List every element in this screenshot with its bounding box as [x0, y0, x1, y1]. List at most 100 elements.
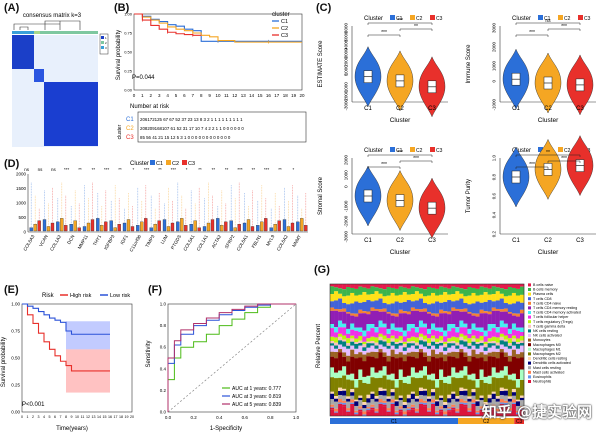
g-bar-segment	[338, 349, 342, 352]
watermark: 知乎 @捷实验网	[482, 401, 592, 422]
b-xtick-label: 17	[274, 93, 280, 98]
g-bar-segment	[496, 352, 500, 358]
g-bar-segment	[354, 296, 358, 302]
panel-f-label: (F)	[148, 284, 162, 296]
b-xtick-label: 9	[208, 93, 211, 98]
g-bar-segment	[370, 352, 374, 357]
g-bar-segment	[338, 334, 342, 337]
c3-ytick-label: -2000	[344, 215, 349, 227]
c1-sig-label: **	[414, 24, 418, 30]
g-bar-segment	[496, 311, 500, 327]
g-bar-segment	[403, 284, 407, 288]
d-box	[47, 226, 50, 231]
c1-xtick-c3: C3	[428, 106, 436, 112]
g-bar-segment	[455, 343, 459, 346]
g-bar-segment	[447, 324, 451, 331]
g-bar-segment	[362, 408, 366, 411]
e-xtick-label: 9	[71, 415, 73, 419]
g-bar-segment	[488, 289, 492, 295]
panel-b-label: (B)	[114, 2, 129, 14]
c4-sig-label: **	[546, 150, 550, 156]
g-bar-segment	[439, 410, 443, 412]
g-bar-segment	[496, 327, 500, 332]
g-bar-segment	[391, 330, 395, 336]
f-ylabel: Sensitivity	[146, 340, 152, 367]
g-bar-segment	[484, 361, 488, 377]
g-bar-segment	[366, 331, 370, 338]
g-bar-segment	[467, 338, 471, 343]
g-bar-segment	[403, 342, 407, 344]
g-bar-segment	[403, 351, 407, 355]
g-bar-segment	[338, 352, 342, 370]
g-bar-segment	[459, 312, 463, 321]
g-bar-segment	[423, 396, 427, 401]
g-bar-segment	[435, 284, 439, 289]
g-bar-segment	[467, 411, 471, 412]
g-bar-segment	[427, 287, 431, 296]
g-legend-label: Macrophages M0	[533, 343, 561, 347]
g-bar-segment	[439, 380, 443, 396]
b-xtick-label: 5	[175, 93, 178, 98]
g-legend-label: Macrophages M1	[533, 347, 561, 351]
g-bar-segment	[431, 330, 435, 336]
g-bar-segment	[342, 352, 346, 356]
g-bar-segment	[431, 303, 435, 313]
g-bar-segment	[362, 351, 366, 355]
g-bar-segment	[500, 340, 504, 344]
b-xtick-label: 18	[283, 93, 289, 98]
g-bar-segment	[346, 375, 350, 380]
g-bar-segment	[374, 300, 378, 309]
g-bar-segment	[399, 352, 403, 357]
g-bar-segment	[334, 413, 338, 414]
c2-xlabel: Cluster	[538, 117, 559, 124]
g-bar-segment	[358, 396, 362, 398]
g-bar-segment	[496, 378, 500, 396]
g-bar-segment	[471, 316, 475, 324]
g-bar-segment	[411, 405, 415, 407]
d-box	[256, 225, 259, 231]
c2-sig-label: ***	[561, 24, 567, 30]
g-bar-segment	[370, 357, 374, 368]
g-bar-segment	[443, 292, 447, 302]
g-bar-segment	[443, 313, 447, 330]
d-gene-label: LUM	[160, 234, 169, 245]
b-legend-label-c3: C3	[281, 33, 288, 39]
g-bar-segment	[512, 293, 516, 303]
g-bar-segment	[395, 296, 399, 302]
heatmap-title: consensus matrix k=3	[23, 13, 82, 19]
g-bar-segment	[476, 289, 480, 296]
g-bar-segment	[492, 311, 496, 324]
g-bar-segment	[407, 331, 411, 338]
g-bar-segment	[488, 343, 492, 348]
d-sig-label: **	[158, 167, 162, 172]
g-bar-segment	[459, 345, 463, 349]
dendrogram	[14, 21, 80, 30]
d-box	[211, 220, 214, 231]
f-legend-label-3: AUC at 5 years: 0.839	[232, 402, 281, 408]
g-bar-segment	[508, 349, 512, 356]
g-bar-segment	[484, 342, 488, 344]
d-box	[270, 228, 273, 231]
g-bar-segment	[362, 336, 366, 342]
g-bar-segment	[455, 412, 459, 413]
g-bar-segment	[476, 331, 480, 339]
g-bar-segment	[423, 357, 427, 367]
g-bar-segment	[476, 358, 480, 379]
g-bar-segment	[480, 287, 484, 295]
d-box	[203, 226, 206, 231]
g-bar-segment	[496, 287, 500, 291]
g-bar-segment	[342, 341, 346, 346]
g-bar-segment	[484, 355, 488, 362]
g-bar-segment	[496, 343, 500, 346]
g-bar-segment	[350, 396, 354, 400]
g-bar-segment	[504, 357, 508, 367]
g-bar-segment	[443, 408, 447, 411]
g-legend-label: Dendritic cells activated	[533, 361, 571, 365]
g-bar-segment	[407, 324, 411, 331]
g-bar-segment	[471, 346, 475, 350]
d-gene-label: DCN	[66, 234, 75, 245]
d-gene-label: COL1A2	[49, 234, 62, 252]
g-bar-segment	[520, 370, 524, 380]
